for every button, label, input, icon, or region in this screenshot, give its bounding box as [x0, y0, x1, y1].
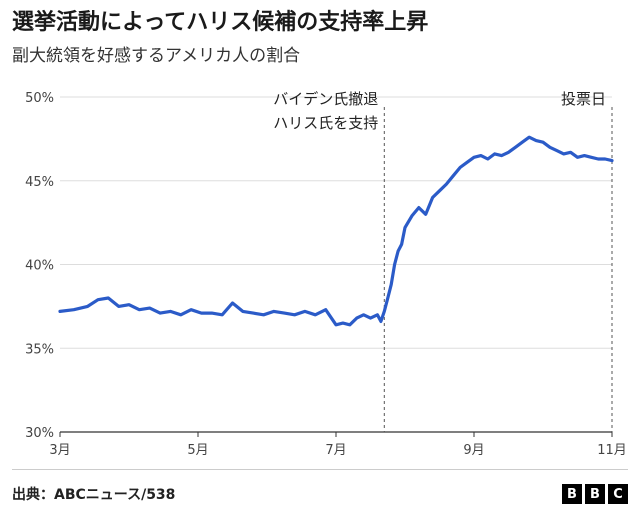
annotation-label: ハリス氏を支持 — [273, 114, 378, 132]
series-group — [58, 135, 614, 327]
y-tick-label: 40% — [25, 259, 54, 274]
annotation-label: 投票日 — [561, 90, 606, 108]
logo-letter-b1: B — [562, 484, 582, 504]
bbc-logo: B B C — [562, 484, 628, 504]
logo-letter-b2: B — [585, 484, 605, 504]
footer-divider — [12, 469, 628, 470]
source-note: 出典：ABCニュース/538 — [12, 487, 176, 503]
chart-subtitle: 副大統領を好感するアメリカ人の割合 — [12, 46, 301, 66]
x-tick-label: 9月 — [463, 443, 484, 458]
x-tick-label: 11月 — [597, 443, 627, 458]
line-chart: 50% 45% 40% 35% 30% 3月 5月 7月 9月 11月 バイデン氏撤退ハリス氏を… — [25, 90, 627, 458]
y-axis: 50% 45% 40% 35% 30% — [25, 91, 54, 441]
grid-lines — [60, 96, 612, 433]
y-tick-label: 30% — [25, 426, 54, 441]
y-tick-label: 45% — [25, 175, 54, 190]
series-line — [58, 135, 614, 327]
x-tick-label: 3月 — [49, 443, 70, 458]
y-tick-label: 35% — [25, 342, 54, 357]
logo-letter-c: C — [608, 484, 628, 504]
annotation-label: バイデン氏撤退 — [273, 90, 378, 108]
x-axis: 3月 5月 7月 9月 11月 — [49, 432, 627, 458]
y-tick-label: 50% — [25, 91, 54, 106]
chart-title: 選挙活動によってハリス候補の支持率上昇 — [12, 10, 429, 35]
x-tick-label: 7月 — [325, 443, 346, 458]
x-tick-label: 5月 — [187, 443, 208, 458]
